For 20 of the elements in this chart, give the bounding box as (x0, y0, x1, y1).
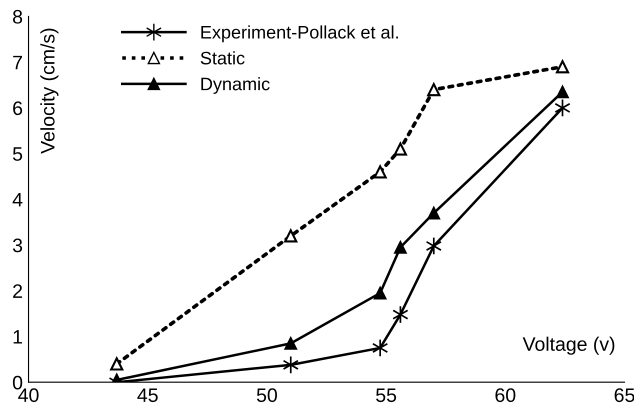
y-tick-label: 5 (12, 147, 22, 161)
x-tick-label: 45 (137, 388, 158, 402)
y-tick-label: 6 (13, 101, 22, 116)
y-tick-label: 7 (13, 56, 22, 70)
x-tick-label: 60 (495, 388, 516, 402)
y-tick-label: 0 (12, 376, 22, 390)
y-tick-label: 8 (13, 10, 22, 24)
x-tick-label: 50 (256, 388, 277, 402)
x-tick-label: 40 (18, 388, 39, 402)
x-tick-label: 55 (376, 388, 396, 402)
y-axis-title: Velocity (cm/s) (40, 28, 58, 154)
legend-label: Experiment-Pollack et al. (201, 25, 398, 42)
y-tick-label: 4 (12, 193, 22, 206)
legend-label: Static (200, 51, 245, 64)
y-tick-label: 3 (12, 238, 22, 252)
y-tick-label: 1 (14, 330, 22, 344)
x-tick-label: 65 (614, 388, 634, 402)
x-axis-title: Voltage (v) (522, 336, 614, 355)
legend-label: Dynamic (201, 77, 270, 94)
y-tick-label: 2 (13, 284, 22, 298)
